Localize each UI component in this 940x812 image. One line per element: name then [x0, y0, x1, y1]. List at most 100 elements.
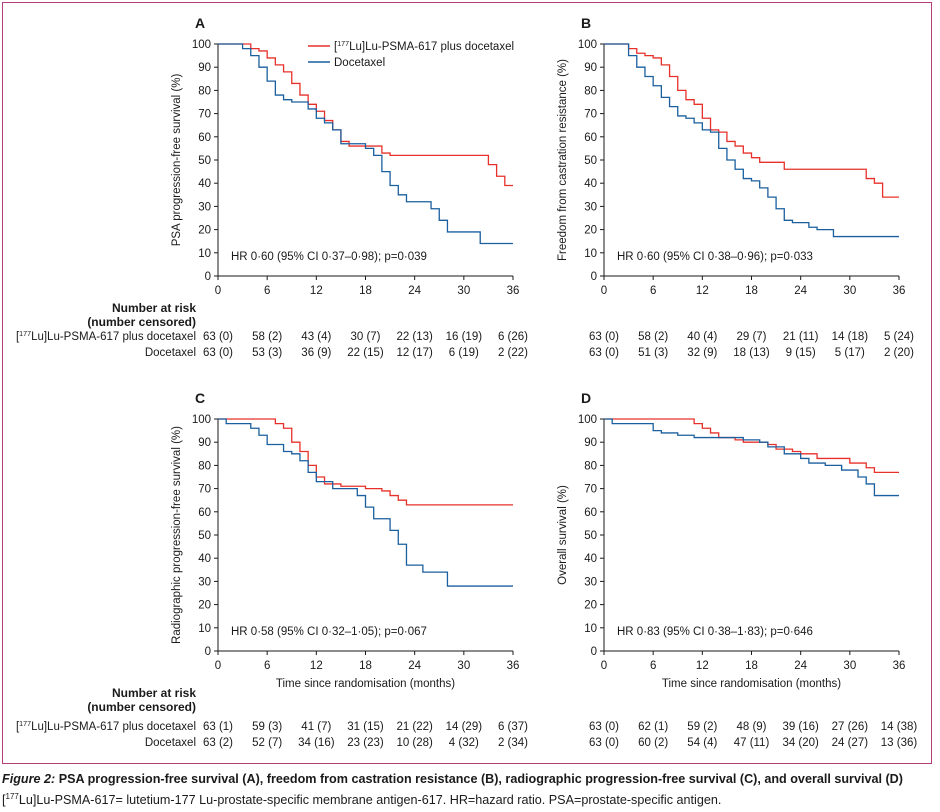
x-tick-label: 6: [650, 660, 656, 672]
y-tick-label: 70: [584, 484, 597, 496]
y-tick-label: 10: [584, 248, 597, 260]
risk-value-lu: 14 (18): [832, 331, 869, 343]
km-curve-docetaxel: [218, 43, 513, 245]
y-tick-label: 20: [198, 600, 211, 612]
risk-value-doc: 34 (16): [298, 737, 335, 749]
caption-footnote-pre: [: [2, 793, 6, 808]
km-curve-lu-psma-docetaxel: [604, 418, 899, 474]
risk-value-doc: 13 (36): [881, 737, 918, 749]
risk-value-doc: 47 (11): [734, 737, 770, 749]
x-tick-label: 30: [457, 660, 470, 672]
risk-value-lu: 63 (0): [203, 331, 233, 343]
y-tick-label: 80: [198, 85, 211, 97]
y-axis-title: PSA progression-free survival (%): [171, 74, 183, 247]
risk-value-doc: 63 (0): [589, 347, 619, 359]
risk-value-doc: 63 (0): [203, 347, 233, 359]
risk-table-labels-bottom: Number at risk(number censored) [177Lu]Lu…: [16, 686, 196, 749]
y-tick-label: 60: [584, 507, 597, 519]
km-curve-lu-psma-docetaxel: [218, 418, 513, 506]
y-tick-label: 80: [198, 460, 211, 472]
x-tick-label: 6: [264, 660, 270, 672]
risk-value-lu: 16 (19): [446, 331, 483, 343]
x-tick-label: 36: [507, 285, 520, 297]
y-tick-label: 70: [198, 109, 211, 121]
risk-value-lu: 48 (9): [736, 721, 766, 733]
y-tick-label: 80: [584, 85, 597, 97]
panel-c: C 0 10 20 30 40 50 60 70 80 90 100 0 6 12 18 24 30 36 Radio…: [171, 390, 528, 749]
risk-subtitle: (number censored): [87, 700, 196, 714]
risk-value-lu: 63 (1): [203, 721, 233, 733]
risk-value-doc: 24 (27): [832, 737, 869, 749]
risk-value-doc: 2 (20): [884, 347, 914, 359]
risk-value-lu: 59 (3): [252, 721, 282, 733]
risk-value-doc: 2 (22): [498, 347, 528, 359]
risk-value-lu: 39 (16): [782, 721, 819, 733]
risk-value-lu: 40 (4): [687, 331, 717, 343]
x-tick-label: 36: [893, 285, 906, 297]
panel-letter: D: [581, 390, 591, 406]
x-tick-label: 30: [457, 285, 470, 297]
x-tick-label: 12: [310, 285, 323, 297]
y-tick-label: 10: [198, 623, 211, 635]
risk-value-lu: 29 (7): [736, 331, 766, 343]
y-tick-label: 30: [584, 201, 597, 213]
y-tick-label: 50: [584, 155, 597, 167]
x-tick-label: 6: [650, 285, 656, 297]
x-tick-label: 12: [310, 660, 323, 672]
risk-value-lu: 6 (37): [498, 721, 528, 733]
caption-footnote-post: Lu]Lu-PSMA-617= lutetium-177 Lu-prostate…: [18, 793, 722, 808]
x-tick-label: 36: [507, 660, 520, 672]
y-tick-label: 20: [584, 225, 597, 237]
km-curve-lu-psma-docetaxel: [218, 43, 513, 187]
risk-value-lu: 6 (26): [498, 331, 528, 343]
x-tick-label: 24: [408, 660, 421, 672]
legend-label-lu: [177Lu]Lu-PSMA-617 plus docetaxel: [334, 40, 514, 53]
risk-subtitle: (number censored): [87, 315, 196, 329]
y-tick-label: 30: [198, 201, 211, 213]
y-tick-label: 10: [584, 623, 597, 635]
y-tick-label: 40: [198, 553, 211, 565]
risk-value-doc: 54 (4): [687, 737, 717, 749]
x-tick-label: 36: [893, 660, 906, 672]
y-tick-label: 40: [584, 178, 597, 190]
risk-value-doc: 4 (32): [449, 737, 479, 749]
x-tick-label: 6: [264, 285, 270, 297]
km-curve-lu-psma-docetaxel: [604, 43, 899, 198]
x-tick-label: 24: [794, 285, 807, 297]
panel-letter: C: [195, 390, 205, 406]
y-tick-label: 90: [198, 437, 211, 449]
y-tick-label: 50: [198, 155, 211, 167]
risk-value-lu: 59 (2): [687, 721, 717, 733]
risk-value-lu: 63 (0): [589, 331, 619, 343]
y-tick-label: 100: [578, 414, 597, 426]
risk-value-doc: 9 (15): [786, 347, 816, 359]
y-tick-label: 100: [578, 39, 597, 51]
risk-value-lu: 63 (0): [589, 721, 619, 733]
risk-value-doc: 18 (13): [733, 347, 770, 359]
risk-value-doc: 36 (9): [301, 347, 331, 359]
risk-value-lu: 14 (29): [446, 721, 483, 733]
x-axis-title: Time since randomisation (months): [276, 678, 455, 690]
risk-value-lu: 30 (7): [350, 331, 380, 343]
risk-value-lu: 31 (15): [347, 721, 384, 733]
caption-title-text: PSA progression-free survival (A), freed…: [58, 772, 903, 786]
y-tick-label: 100: [192, 414, 211, 426]
y-tick-label: 0: [591, 646, 597, 658]
y-axis-title: Overall survival (%): [557, 485, 569, 585]
y-tick-label: 0: [591, 271, 597, 283]
km-curve-docetaxel: [218, 418, 513, 587]
y-tick-label: 60: [198, 132, 211, 144]
x-axis-title: Time since randomisation (months): [662, 678, 841, 690]
y-tick-label: 60: [198, 507, 211, 519]
y-tick-label: 0: [205, 271, 211, 283]
y-tick-label: 100: [192, 39, 211, 51]
km-curve-docetaxel: [604, 418, 899, 497]
x-tick-label: 30: [843, 660, 856, 672]
x-tick-label: 24: [408, 285, 421, 297]
risk-row-label-lu: [177Lu]Lu-PSMA-617 plus docetaxel: [16, 330, 196, 343]
hr-annotation: HR 0·60 (95% CI 0·37–0·98); p=0·039: [231, 251, 427, 263]
y-tick-label: 10: [198, 248, 211, 260]
y-tick-label: 40: [198, 178, 211, 190]
risk-value-doc: 5 (17): [835, 347, 865, 359]
